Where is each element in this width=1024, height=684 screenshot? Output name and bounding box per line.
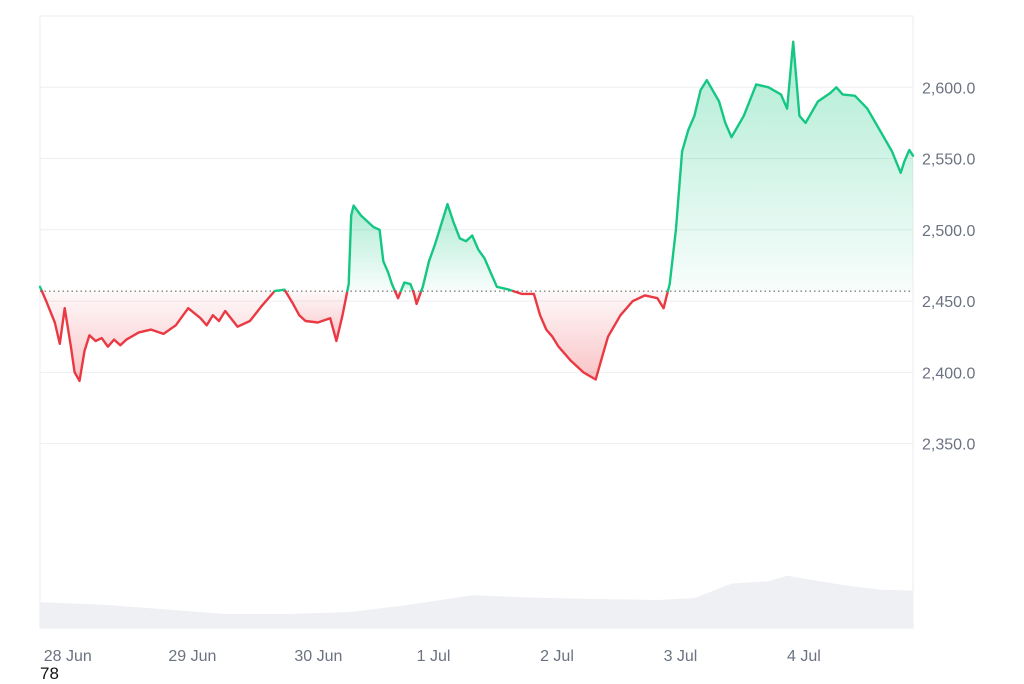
line-below-7 [411, 289, 423, 306]
price-line [38, 40, 915, 383]
x-tick-label-0: 28 Jun [44, 648, 92, 665]
y-tick-label-4: 2,550.0 [922, 152, 975, 169]
y-axis: 2,350.0 2,400.0 2,450.0 2,500.0 2,550.0 2,600… [922, 80, 975, 453]
line-above-4 [346, 204, 397, 293]
line-above-8 [420, 202, 515, 293]
price-fill [40, 41, 913, 381]
volume-area [40, 575, 913, 628]
x-tick-label-5: 3 Jul [664, 648, 698, 665]
line-below-3 [284, 289, 349, 343]
fill-above-8 [421, 204, 514, 292]
y-tick-label-3: 2,500.0 [922, 223, 975, 240]
fill-above-4 [347, 205, 395, 292]
fill-below-3 [285, 291, 348, 341]
y-tick-label-0: 2,350.0 [922, 437, 975, 454]
x-tick-label-6: 4 Jul [787, 648, 821, 665]
x-tick-label-4: 2 Jul [540, 648, 574, 665]
x-axis: 28 Jun 29 Jun 30 Jun 1 Jul 2 Jul 3 Jul 4 Jul [44, 648, 821, 665]
y-tick-label-1: 2,400.0 [922, 365, 975, 382]
x-tick-label-1: 29 Jun [168, 648, 216, 665]
line-below-9 [512, 289, 670, 381]
line-above-2 [273, 288, 287, 293]
x-tick-label-3: 1 Jul [417, 648, 451, 665]
y-tick-label-2: 2,450.0 [922, 294, 975, 311]
line-above-10 [666, 40, 915, 293]
fill-above-10 [667, 41, 913, 292]
line-below-5 [393, 289, 403, 300]
fill-below-9 [513, 291, 668, 380]
line-below-1 [40, 289, 276, 383]
line-above-6 [399, 281, 415, 293]
fill-below-1 [41, 291, 275, 381]
volume-shape [40, 575, 913, 628]
x-tick-label-2: 30 Jun [294, 648, 342, 665]
corner-label: 78 [40, 664, 59, 683]
y-tick-label-5: 2,600.0 [922, 80, 975, 97]
